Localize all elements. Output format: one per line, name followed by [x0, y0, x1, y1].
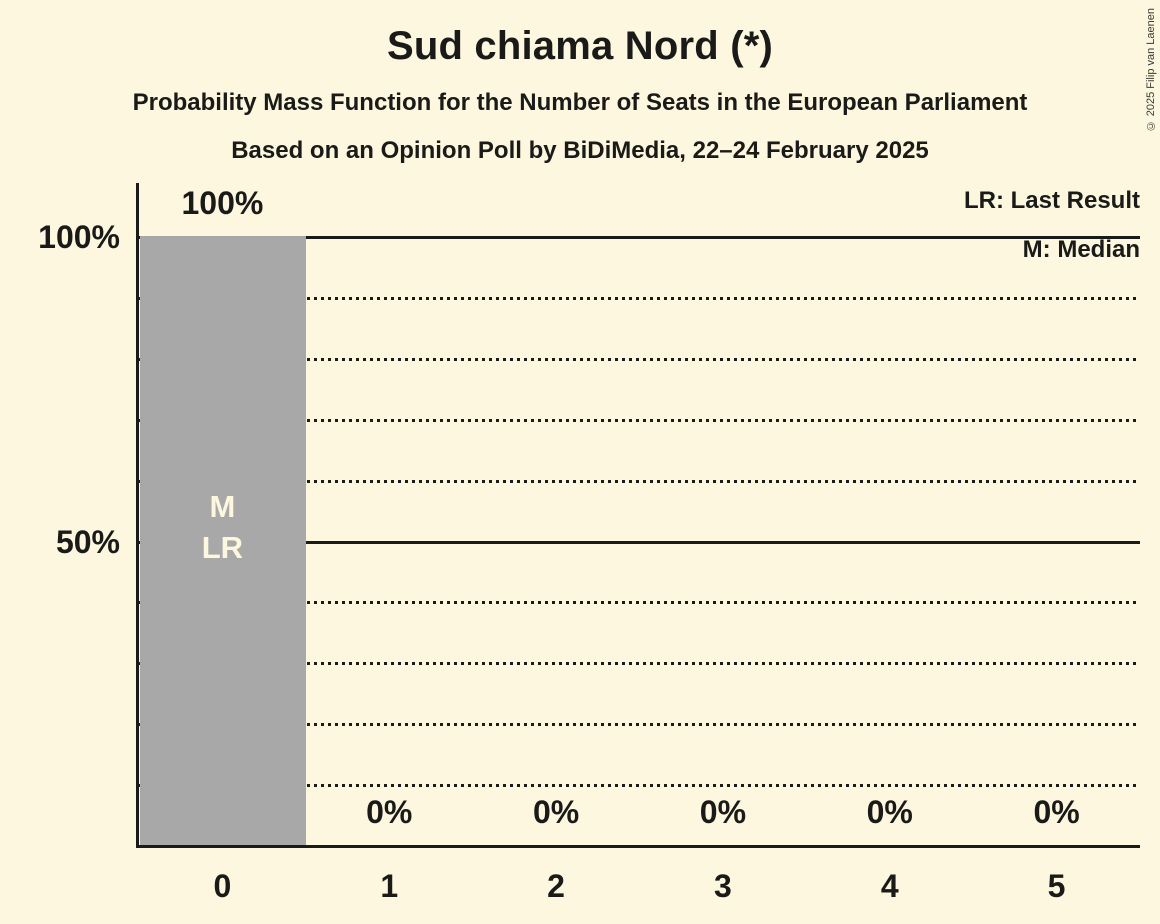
bar-value-label-0: 100%	[181, 185, 264, 221]
x-tick-label-3: 3	[714, 868, 732, 904]
x-tick-label-4: 4	[880, 868, 899, 904]
gridline-30	[139, 662, 1140, 666]
chart-poll-info: Based on an Opinion Poll by BiDiMedia, 2…	[231, 137, 929, 164]
bar-value-label-5: 0%	[1033, 794, 1080, 830]
gridline-20	[139, 723, 1140, 727]
bar-0	[140, 236, 306, 846]
bar-value-label-1: 0%	[366, 794, 413, 830]
gridline-60	[139, 479, 1140, 483]
chart-title: Sud chiama Nord (*)	[386, 24, 774, 68]
x-tick-label-2: 2	[547, 868, 565, 904]
x-axis-line	[136, 845, 1140, 848]
median-last-result-annotation: M LR	[201, 489, 244, 565]
x-tick-label-1: 1	[380, 868, 399, 904]
gridline-70	[139, 418, 1140, 422]
bar-value-label-2: 0%	[532, 794, 580, 830]
legend-median: M: Median	[1022, 236, 1140, 263]
y-tick-label-100: 100%	[38, 219, 120, 255]
gridline-40	[139, 601, 1140, 605]
gridline-100	[139, 236, 1140, 239]
gridline-90	[139, 296, 1140, 300]
gridline-80	[139, 357, 1140, 361]
x-tick-label-5: 5	[1047, 868, 1066, 904]
bar-value-label-3: 0%	[699, 794, 747, 830]
y-tick-label-50: 50%	[55, 523, 120, 560]
gridline-10	[139, 784, 1140, 788]
chart-subtitle: Probability Mass Function for the Number…	[132, 89, 1028, 116]
legend-last-result: LR: Last Result	[963, 187, 1140, 214]
y-axis-line	[136, 183, 139, 848]
gridline-50	[139, 540, 1140, 544]
x-tick-label-0: 0	[213, 868, 232, 904]
bar-value-label-4: 0%	[866, 794, 913, 830]
